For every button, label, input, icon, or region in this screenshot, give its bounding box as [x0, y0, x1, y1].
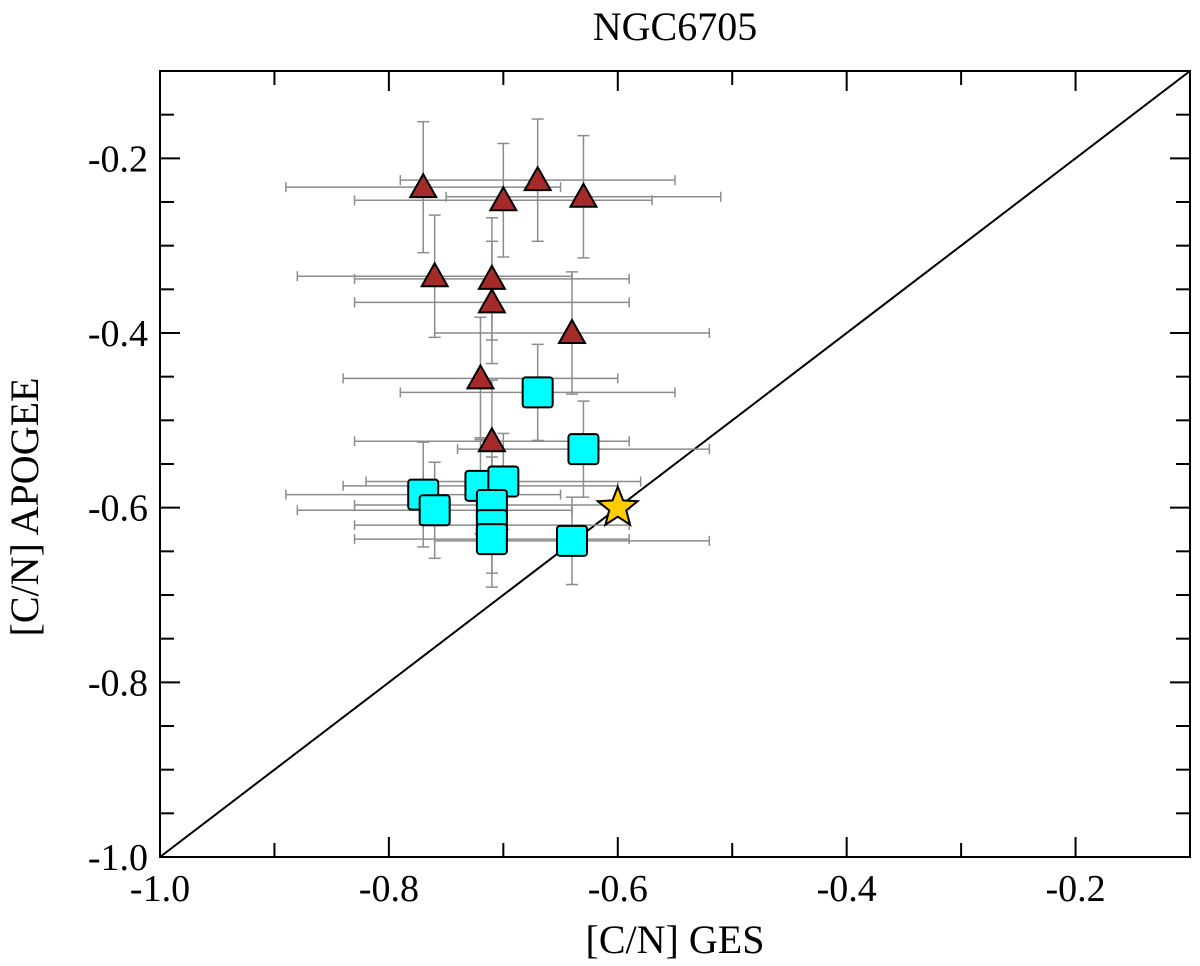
triangle-point [419, 261, 450, 288]
y-axis-label: [C/N] APOGEE [2, 378, 47, 637]
triangle-point [477, 426, 507, 453]
square-point [418, 494, 451, 527]
y-tick-label: -0.2 [88, 138, 148, 180]
triangle-point [477, 287, 507, 314]
triangle-point [522, 165, 553, 192]
square-point [475, 523, 508, 556]
triangle-point [477, 263, 507, 290]
triangle-point [557, 317, 587, 344]
reference-line [160, 71, 1190, 857]
y-tick-label: -0.4 [88, 313, 148, 355]
star-point [595, 483, 641, 527]
y-tick-label: -1.0 [88, 837, 148, 879]
x-tick-label: -0.8 [359, 868, 419, 910]
plot-area: -1.0 -0.8 -0.6 -0.4 -0.2 -1.0 -0.8 -0.6 -0.4 -0.2 [88, 70, 1191, 910]
x-tick-label: -1.0 [130, 868, 190, 910]
x-axis-label: [C/N] GES [586, 917, 765, 962]
x-tick-label: -0.4 [817, 868, 877, 910]
y-tick-label: -0.8 [88, 662, 148, 704]
square-point [521, 376, 554, 409]
triangle-point [465, 363, 496, 390]
chart-title: NGC6705 [593, 4, 757, 49]
triangle-point [488, 185, 519, 212]
y-tick-label: -0.6 [88, 488, 148, 530]
x-tick-label: -0.2 [1045, 868, 1105, 910]
square-point [556, 524, 588, 557]
triangle-point [408, 172, 438, 199]
x-tick-label: -0.6 [588, 868, 648, 910]
plot-frame [159, 70, 1191, 858]
square-point [567, 433, 600, 466]
triangle-point [568, 181, 599, 208]
